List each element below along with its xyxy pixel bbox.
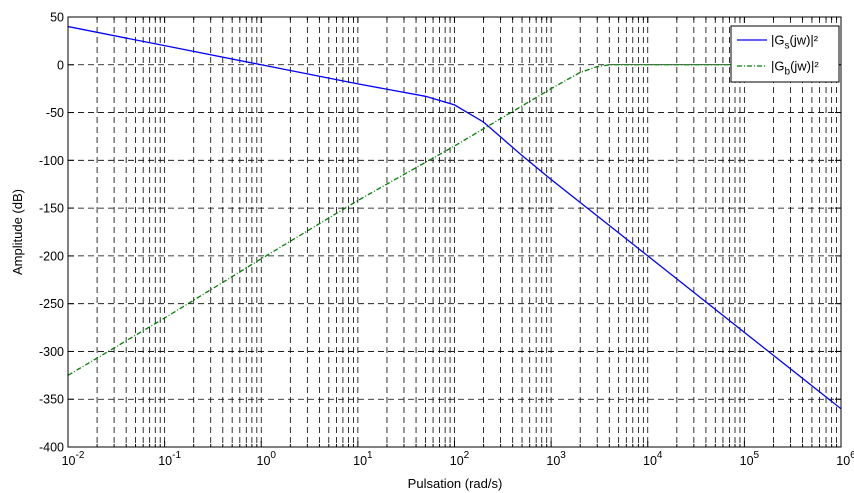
y-tick-labels: 50 0 -50 -100 -150 -200 -250 -300 -350 -400: [39, 11, 64, 455]
x-tick-label: 10-2: [62, 450, 85, 468]
x-tick-labels: 10-2 10-1 100 101 102 103 104 105 106: [62, 450, 854, 468]
x-tick-exponent: 1: [367, 450, 373, 461]
series-gs-line: [68, 25, 841, 410]
x-tick-base: 10: [740, 454, 754, 468]
legend: |Gs(jw)|²|Gb(jw)|²: [730, 25, 840, 83]
x-tick-label: 103: [546, 450, 566, 468]
x-tick-exponent: -2: [76, 450, 85, 461]
x-tick-exponent: 4: [657, 450, 663, 461]
y-tick-label: -100: [39, 154, 64, 168]
x-tick-base: 10: [158, 454, 172, 468]
y-tick-label: -50: [46, 106, 64, 120]
x-tick-exponent: 0: [270, 450, 276, 461]
x-tick-base: 10: [450, 454, 464, 468]
legend-text-post: (jw)|²: [790, 59, 819, 74]
x-tick-base: 10: [836, 454, 850, 468]
x-tick-base: 10: [546, 454, 560, 468]
x-tick-label: 100: [257, 450, 277, 468]
x-axis-label: Pulsation (rad/s): [408, 476, 503, 491]
x-tick-exponent: 3: [560, 450, 566, 461]
legend-label-gb: |Gb(jw)|²: [771, 59, 819, 78]
legend-text-post: (jw)|²: [790, 33, 819, 48]
ticks: [67, 16, 841, 448]
legend-box: [730, 25, 840, 83]
y-tick-label: -150: [39, 202, 64, 216]
x-tick-base: 10: [62, 454, 76, 468]
x-tick-exponent: 5: [754, 450, 760, 461]
x-tick-label: 102: [450, 450, 470, 468]
y-tick-label: 50: [50, 11, 64, 25]
series-layer: [68, 25, 841, 410]
y-tick-label: -200: [39, 249, 64, 263]
legend-text-pre: |G: [771, 33, 785, 48]
legend-text-sub: b: [785, 67, 791, 78]
x-tick-label: 10-1: [158, 450, 181, 468]
x-tick-base: 10: [257, 454, 271, 468]
legend-text-sub: s: [785, 41, 790, 52]
x-tick-label: 105: [740, 450, 760, 468]
x-tick-base: 10: [643, 454, 657, 468]
y-tick-label: -300: [39, 345, 64, 359]
y-axis-label: Amplitude (dB): [10, 189, 25, 275]
x-tick-exponent: 6: [850, 450, 854, 461]
y-tick-label: -400: [39, 441, 64, 455]
x-tick-exponent: 2: [464, 450, 470, 461]
legend-text-pre: |G: [771, 59, 785, 74]
y-tick-label: 0: [57, 58, 64, 72]
x-tick-label: 101: [353, 450, 373, 468]
x-tick-base: 10: [353, 454, 367, 468]
x-tick-label: 104: [643, 450, 663, 468]
x-tick-label: 106: [836, 450, 854, 468]
legend-label-gs: |Gs(jw)|²: [771, 33, 819, 52]
grid: [68, 17, 841, 447]
y-tick-label: -350: [39, 393, 64, 407]
x-tick-exponent: -1: [172, 450, 181, 461]
y-tick-label: -250: [39, 297, 64, 311]
